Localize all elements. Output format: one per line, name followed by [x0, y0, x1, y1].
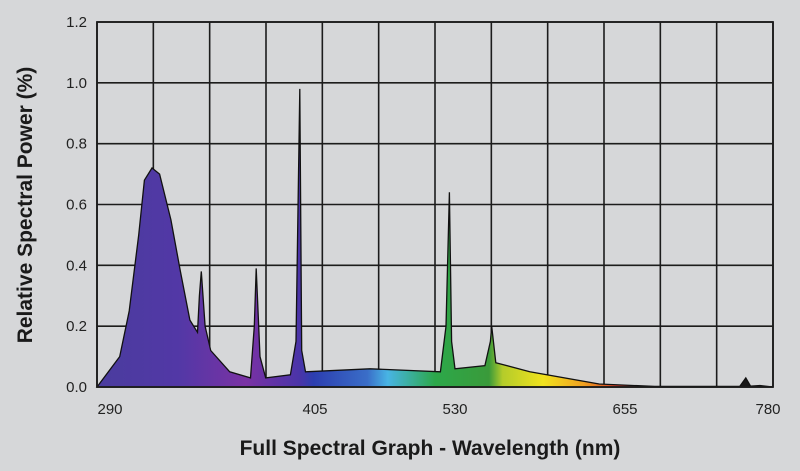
x-tick-label: 290 [97, 401, 122, 418]
x-tick-label: 405 [302, 401, 327, 418]
y-tick-labels: 0.0 0.2 0.4 0.6 0.8 1.0 1.2 [66, 14, 87, 396]
y-tick-label: 0.2 [66, 318, 87, 335]
x-tick-label: 530 [442, 401, 467, 418]
y-tick-label: 0.4 [66, 257, 87, 274]
plot-frame [96, 21, 774, 388]
x-tick-label: 780 [755, 401, 780, 418]
x-axis-label: Full Spectral Graph - Wavelength (nm) [240, 437, 621, 460]
y-tick-label: 1.0 [66, 75, 87, 92]
x-tick-label: 655 [612, 401, 637, 418]
y-tick-label: 0.8 [66, 136, 87, 153]
x-tick-labels: 290 405 530 655 780 [97, 401, 780, 418]
spectrum-area [95, 88, 774, 388]
plot-border [96, 21, 774, 388]
y-axis-label: Relative Spectral Power (%) [14, 67, 37, 344]
y-tick-label: 1.2 [66, 14, 87, 31]
y-tick-label: 0.6 [66, 197, 87, 214]
y-tick-label: 0.0 [66, 379, 87, 396]
